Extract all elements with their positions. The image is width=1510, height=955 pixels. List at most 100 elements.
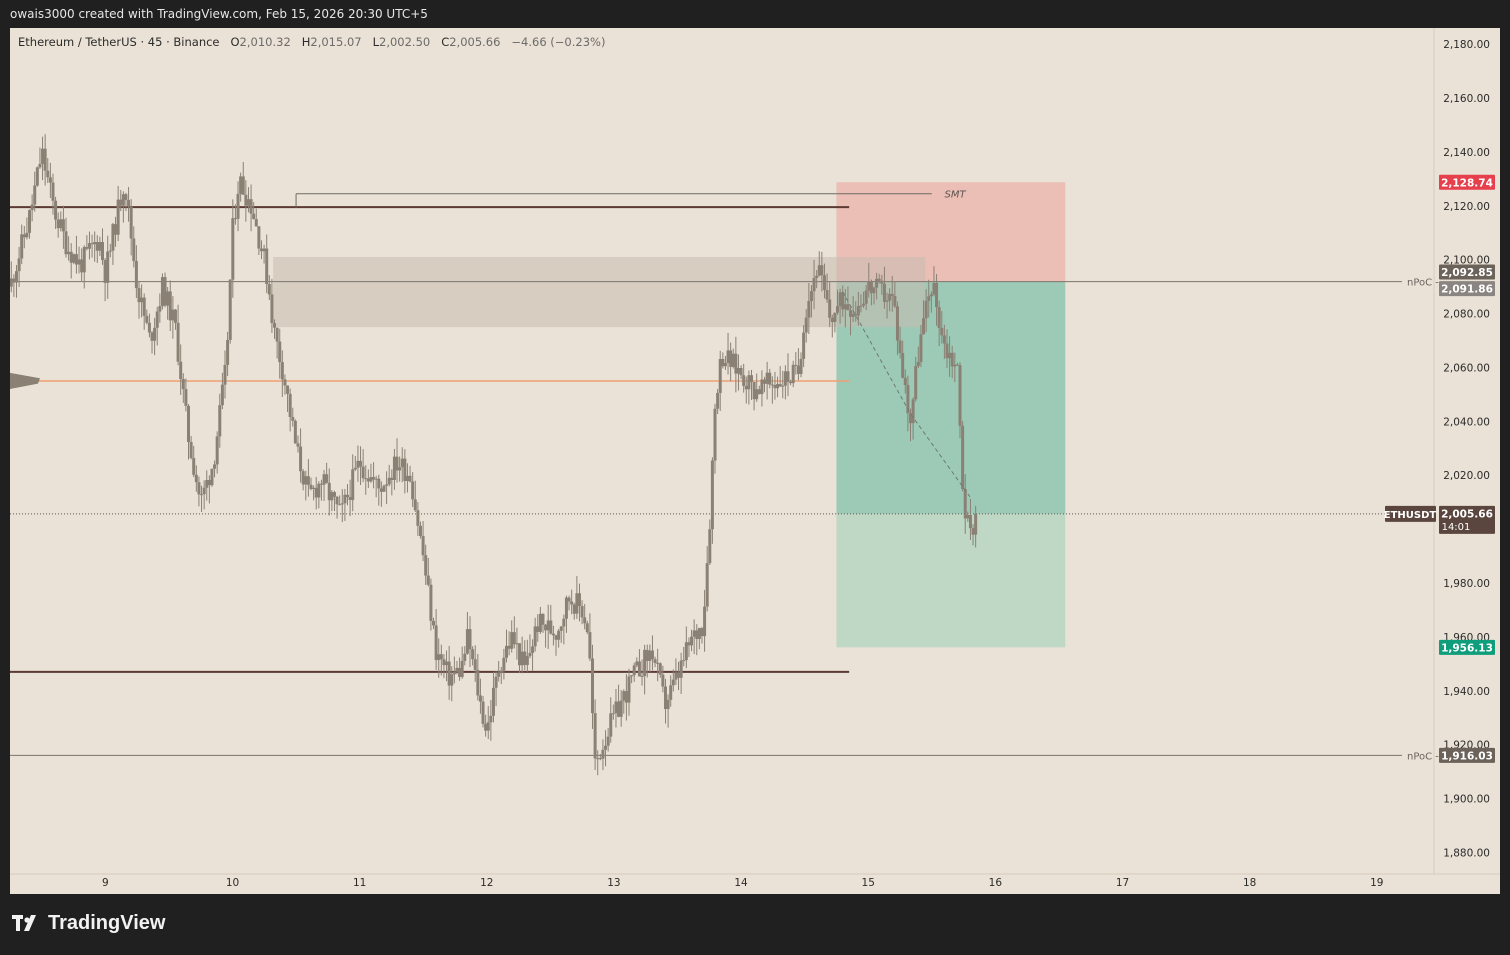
candle-body — [856, 306, 860, 316]
candle-body — [690, 636, 694, 646]
chart-pane[interactable]: 2,180.00 2,160.00 2,140.00 2,120.00 2,100.00… — [10, 28, 1500, 894]
price-tick-label: 1,880.00 — [1443, 847, 1490, 859]
candle-body — [194, 474, 198, 483]
candle-body — [554, 635, 558, 640]
price-tick-label: 2,140.00 — [1443, 147, 1490, 159]
candle-body — [187, 405, 191, 442]
candle-body — [468, 629, 472, 650]
candle-body — [270, 294, 274, 324]
candle-body — [549, 620, 553, 634]
candle-body — [395, 456, 399, 471]
candle-body — [869, 281, 873, 294]
candle-body — [927, 296, 931, 301]
candle-body — [137, 288, 141, 303]
candle-body — [416, 510, 420, 526]
candle-body — [288, 393, 292, 418]
candle-body — [405, 475, 409, 481]
candle-body — [429, 584, 433, 621]
candle-body — [262, 248, 266, 252]
candle-body — [804, 317, 808, 333]
candle-body — [223, 364, 227, 385]
candle-body — [695, 630, 699, 639]
candle-body — [716, 392, 720, 409]
candle-body — [658, 663, 662, 675]
candle-body — [520, 651, 524, 666]
candle-body — [106, 251, 110, 283]
candle-body — [963, 489, 967, 519]
candle-body — [403, 458, 407, 481]
candle-body — [61, 219, 65, 232]
candle-body — [862, 303, 866, 306]
candle-body — [327, 482, 331, 501]
candle-body — [802, 332, 806, 359]
candle-body — [760, 379, 764, 395]
candle-body — [799, 358, 803, 374]
npoc-label: nPoC - — [1407, 278, 1439, 289]
candle-body — [653, 659, 657, 663]
candle-body — [155, 311, 159, 328]
candle-body — [69, 251, 73, 263]
candle-body — [215, 436, 219, 465]
candle-body — [460, 660, 464, 677]
candle-body — [703, 606, 707, 637]
candle-body — [98, 242, 102, 251]
price-tick-label: 2,180.00 — [1443, 39, 1490, 51]
price-chart[interactable]: 2,180.00 2,160.00 2,140.00 2,120.00 2,100.00… — [10, 28, 1500, 894]
candle-body — [463, 653, 467, 661]
candle-body — [218, 405, 222, 437]
candle-body — [697, 628, 701, 639]
candle-body — [906, 385, 910, 414]
candle-body — [46, 170, 50, 178]
candle-body — [160, 277, 164, 307]
candle-body — [763, 379, 767, 384]
candle-body — [523, 651, 527, 665]
candle-body — [632, 665, 636, 676]
candle-body — [379, 488, 383, 492]
candle-body — [418, 525, 422, 537]
candle-body — [723, 363, 727, 367]
candle-body — [794, 364, 798, 366]
price-tick-label: 1,900.00 — [1443, 794, 1490, 806]
price-tick-label: 2,060.00 — [1443, 362, 1490, 374]
candle-body — [398, 467, 402, 471]
candle-body — [744, 385, 748, 390]
candle-body — [476, 669, 480, 696]
candle-body — [533, 626, 537, 647]
candle-body — [531, 646, 535, 653]
candle-body — [919, 334, 923, 362]
candle-body — [309, 484, 313, 489]
candle-body — [864, 290, 868, 304]
candle-body — [650, 650, 654, 660]
candle-body — [132, 238, 136, 261]
price-label-target — [1439, 639, 1495, 655]
profit-zone-remaining — [836, 513, 1066, 648]
price-tick-label: 2,080.00 — [1443, 309, 1490, 321]
candle-body — [192, 458, 196, 475]
candle-body — [922, 318, 926, 335]
tradingview-logo[interactable]: TradingView — [12, 912, 165, 935]
candle-body — [901, 353, 905, 378]
candle-body — [708, 529, 712, 564]
candle-body — [450, 674, 454, 686]
candle-body — [254, 219, 258, 227]
candle-body — [710, 460, 714, 530]
candle-body — [153, 327, 157, 341]
candle-body — [489, 715, 493, 723]
candle-body — [38, 163, 42, 168]
candle-body — [259, 248, 263, 252]
candle-body — [966, 514, 970, 519]
candle-body — [226, 339, 230, 365]
candle-body — [791, 364, 795, 384]
open-label: O — [230, 35, 240, 49]
price-tick-label: 1,980.00 — [1443, 578, 1490, 590]
npoc-label: nPoC - — [1407, 751, 1439, 762]
candle-body — [273, 323, 277, 328]
candle-body — [77, 259, 81, 265]
candle-body — [700, 628, 704, 637]
candle-body — [809, 291, 813, 302]
candle-body — [841, 292, 845, 310]
candle-body — [385, 484, 389, 486]
price-label-npoc — [1439, 264, 1495, 280]
candle-body — [726, 350, 730, 364]
time-tick-label: 19 — [1370, 877, 1383, 889]
